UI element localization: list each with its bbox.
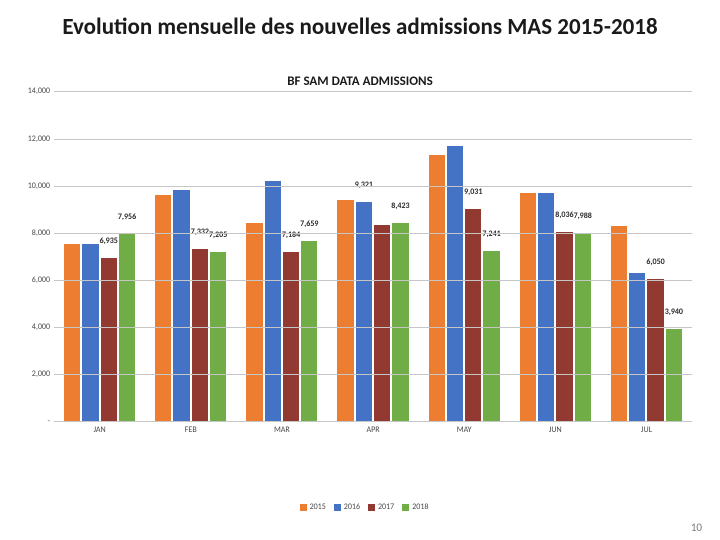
bar xyxy=(392,223,408,422)
bar xyxy=(356,202,372,422)
bar-group: 7,1847,659MAR xyxy=(236,91,327,421)
annotation-arrows xyxy=(0,421,720,540)
bar-group: 7,3327,205FEB xyxy=(145,91,236,421)
legend-swatch xyxy=(402,504,409,511)
y-tick-label: - xyxy=(24,416,50,426)
chart-area: 6,9357,956JAN7,3327,205FEB7,1847,659MAR9… xyxy=(24,91,696,421)
bar xyxy=(629,273,645,422)
bar-value-label: 7,205 xyxy=(209,230,227,240)
bar xyxy=(374,225,390,422)
bar-group: 6,0503,940JUL xyxy=(601,91,692,421)
x-tick-label: FEB xyxy=(145,421,236,435)
chart-subtitle: BF SAM DATA ADMISSIONS xyxy=(0,74,720,89)
bar xyxy=(210,252,226,422)
bar xyxy=(192,249,208,422)
gridline xyxy=(54,421,692,422)
bar xyxy=(538,193,554,422)
x-tick-label: JAN xyxy=(54,421,145,435)
bar-value-label: 7,659 xyxy=(300,219,318,229)
bar xyxy=(301,241,317,422)
chart-title: Evolution mensuelle des nouvelles admiss… xyxy=(0,0,720,40)
bar xyxy=(283,252,299,421)
bar xyxy=(82,244,98,421)
slide: { "title": "Evolution mensuelle des nouv… xyxy=(0,0,720,540)
gridline xyxy=(54,233,692,234)
bar-value-label: 7,332 xyxy=(191,227,209,237)
bar-value-label: 9,031 xyxy=(464,187,482,197)
bar-value-label: 3,940 xyxy=(665,307,683,317)
bar xyxy=(483,251,499,422)
slide-number: 10 xyxy=(691,521,702,534)
x-tick-label: MAR xyxy=(236,421,327,435)
x-tick-label: MAY xyxy=(419,421,510,435)
y-tick-label: 2,000 xyxy=(24,369,50,379)
legend-label: 2016 xyxy=(344,502,360,512)
legend-label: 2015 xyxy=(310,502,326,512)
bar-value-label: 6,935 xyxy=(100,236,118,246)
bar-value-label: 7,988 xyxy=(574,211,592,221)
bar xyxy=(101,258,117,421)
bar-value-label: 7,956 xyxy=(118,212,136,222)
gridline xyxy=(54,374,692,375)
y-tick-label: 6,000 xyxy=(24,275,50,285)
legend-swatch xyxy=(368,504,375,511)
legend-swatch xyxy=(334,504,341,511)
bar-value-label: 8,036 xyxy=(555,210,573,220)
bar-group: 9,3218,423APR xyxy=(327,91,418,421)
gridline xyxy=(54,280,692,281)
x-tick-label: APR xyxy=(327,421,418,435)
y-tick-label: 8,000 xyxy=(24,228,50,238)
bar-value-label: 8,423 xyxy=(391,201,409,211)
bar xyxy=(465,209,481,422)
legend: 2015 2016 2017 2018 xyxy=(0,502,720,512)
bar xyxy=(520,193,536,422)
bar xyxy=(155,195,171,421)
bar-value-label: 7,184 xyxy=(282,230,300,240)
gridline xyxy=(54,327,692,328)
bar-value-label: 6,050 xyxy=(646,257,664,267)
bar xyxy=(265,181,281,421)
x-tick-label: JUN xyxy=(510,421,601,435)
bar-group: 9,0317,241MAY xyxy=(419,91,510,421)
bar-group: 8,0367,988JUN xyxy=(510,91,601,421)
bar xyxy=(611,226,627,422)
bar xyxy=(173,190,189,421)
bar xyxy=(246,223,262,421)
legend-label: 2018 xyxy=(412,502,428,512)
y-tick-label: 14,000 xyxy=(24,86,50,96)
gridline xyxy=(54,139,692,140)
bar xyxy=(64,244,80,421)
y-tick-label: 12,000 xyxy=(24,134,50,144)
legend-label: 2017 xyxy=(378,502,394,512)
gridline xyxy=(54,91,692,92)
bar xyxy=(647,279,663,422)
bar xyxy=(447,146,463,422)
y-tick-label: 10,000 xyxy=(24,181,50,191)
bar-group: 6,9357,956JAN xyxy=(54,91,145,421)
gridline xyxy=(54,186,692,187)
y-tick-label: 4,000 xyxy=(24,322,50,332)
bar xyxy=(429,155,445,421)
plot-area: 6,9357,956JAN7,3327,205FEB7,1847,659MAR9… xyxy=(54,91,692,421)
x-tick-label: JUL xyxy=(601,421,692,435)
legend-swatch xyxy=(300,504,307,511)
